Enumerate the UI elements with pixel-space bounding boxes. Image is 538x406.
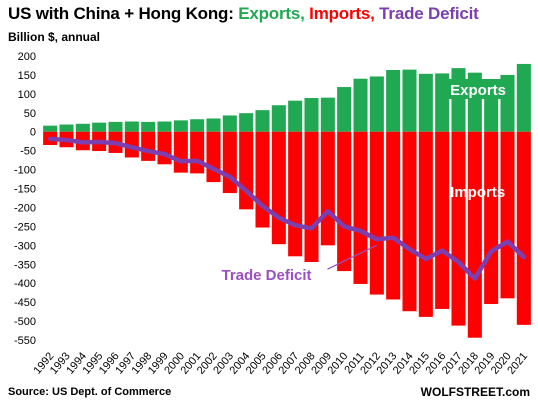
- title-prefix: US with China + Hong Kong:: [8, 4, 239, 23]
- trade-deficit-annotation: Trade Deficit: [222, 267, 312, 284]
- import-bar-2005: [255, 131, 270, 228]
- title-imports: Imports,: [309, 4, 375, 23]
- imports-annotation: Imports: [450, 184, 505, 201]
- y-tick-label: -200: [14, 202, 36, 214]
- import-bar-2009: [320, 131, 335, 246]
- y-tick-label: 150: [18, 70, 36, 82]
- trade-deficit-line: [47, 136, 527, 281]
- title-deficit: Trade Deficit: [379, 4, 479, 23]
- annotation-labels: Exports Imports Trade Deficit: [222, 78, 515, 284]
- import-bar-2006: [271, 131, 286, 245]
- export-bar-2017: [451, 68, 466, 132]
- y-tick-label: -350: [14, 259, 36, 271]
- import-bar-2000: [173, 131, 188, 173]
- export-bar-2021: [516, 63, 531, 132]
- import-bar-2001: [190, 131, 205, 174]
- import-bar-2012: [369, 131, 384, 295]
- y-axis: 200 150 100 50 0 -50 -100 -150 -200 -250 -300 -350 -…: [14, 51, 36, 347]
- import-bar-2002: [206, 131, 221, 183]
- exports-annotation: Exports: [450, 82, 506, 99]
- deficit-line-group: [47, 136, 527, 281]
- source-note: Source: US Dept. of Commerce: [8, 386, 172, 398]
- trade-deficit-leader-line: [327, 244, 378, 270]
- export-bar-2009: [320, 97, 335, 132]
- export-bar-2013: [386, 70, 401, 132]
- export-bar-2015: [418, 73, 433, 132]
- export-bar-2004: [239, 113, 254, 132]
- import-bar-1999: [157, 131, 172, 165]
- y-tick-label: -450: [14, 297, 36, 309]
- y-tick-label: -500: [14, 316, 36, 328]
- import-bar-2019: [484, 131, 499, 305]
- export-bar-2003: [222, 115, 237, 132]
- export-bar-1999: [157, 121, 172, 132]
- export-bar-2007: [288, 100, 303, 132]
- y-tick-label: -550: [14, 335, 36, 347]
- import-bar-2018: [467, 131, 482, 338]
- export-bar-2008: [304, 98, 319, 132]
- export-bar-1995: [92, 122, 107, 132]
- import-bar-2011: [353, 131, 368, 284]
- import-bar-1997: [124, 131, 139, 158]
- x-axis: 1992199319941995199619971998199920002001…: [32, 350, 531, 376]
- import-bar-2016: [435, 131, 450, 309]
- y-tick-label: 200: [18, 51, 36, 63]
- y-tick-label: 0: [30, 127, 36, 139]
- y-tick-label: 50: [24, 108, 36, 120]
- export-bar-1998: [141, 121, 156, 132]
- import-bar-2007: [288, 131, 303, 257]
- chart-subtitle: Billion $, annual: [8, 30, 101, 44]
- import-bar-2021: [516, 131, 531, 325]
- chart-title: US with China + Hong Kong: Exports, Impo…: [8, 4, 479, 24]
- export-bar-1997: [124, 121, 139, 132]
- y-tick-label: -400: [14, 278, 36, 290]
- export-bar-1994: [75, 123, 90, 132]
- y-tick-label: -300: [14, 240, 36, 252]
- export-bar-2012: [369, 76, 384, 132]
- export-bar-2001: [190, 119, 205, 132]
- export-bar-2006: [271, 105, 286, 132]
- export-bar-1996: [108, 121, 123, 132]
- brand-logo: WOLFSTREET.com: [420, 385, 530, 399]
- export-bar-2000: [173, 120, 188, 132]
- import-bar-2008: [304, 131, 319, 262]
- export-bar-2002: [206, 118, 221, 132]
- title-exports: Exports,: [238, 4, 305, 23]
- export-bar-1993: [59, 124, 74, 132]
- import-bar-2017: [451, 131, 466, 326]
- import-bar-2013: [386, 131, 401, 300]
- y-tick-label: -50: [20, 146, 36, 158]
- y-tick-label: -250: [14, 221, 36, 233]
- export-bar-2014: [402, 69, 417, 132]
- y-tick-label: 100: [18, 89, 36, 101]
- export-bar-2011: [353, 78, 368, 132]
- y-tick-label: -100: [14, 165, 36, 177]
- export-bar-2005: [255, 110, 270, 132]
- import-bar-2015: [418, 131, 433, 317]
- import-bar-2014: [402, 131, 417, 312]
- import-bar-1998: [141, 131, 156, 161]
- export-bar-1992: [43, 125, 58, 132]
- exports-label-bg: [442, 78, 515, 99]
- export-bar-2010: [337, 87, 352, 132]
- import-bar-2010: [337, 131, 352, 272]
- import-bar-2020: [500, 131, 515, 299]
- y-tick-label: -150: [14, 184, 36, 196]
